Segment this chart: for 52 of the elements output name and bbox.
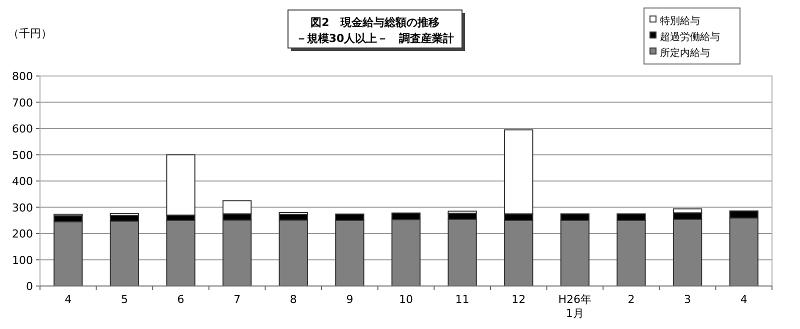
bar xyxy=(729,218,758,286)
y-tick-label: 700 xyxy=(12,96,33,110)
bar xyxy=(335,220,364,286)
bar xyxy=(166,214,196,221)
y-tick-label: 800 xyxy=(12,70,33,83)
x-tick-label: 4 xyxy=(64,293,72,306)
bar xyxy=(560,220,590,286)
bar xyxy=(672,218,702,286)
x-tick-label: 6 xyxy=(177,293,184,306)
x-tick-label: 7 xyxy=(234,293,241,306)
bar xyxy=(54,221,83,286)
bar xyxy=(616,220,646,286)
bar xyxy=(448,210,477,214)
bar xyxy=(504,129,534,214)
bar xyxy=(448,218,477,286)
bar xyxy=(616,213,646,221)
bar xyxy=(278,220,308,286)
legend-label: 超過労働給与 xyxy=(660,31,720,43)
chart-title: 図2 現金給与総額の推移 xyxy=(310,16,440,29)
y-tick-label: 100 xyxy=(12,254,33,267)
legend-label: 所定内給与 xyxy=(660,47,710,59)
bar xyxy=(672,208,702,214)
bar xyxy=(166,220,196,286)
chart-subtitle: －規模30人以上－ 調査産業計 xyxy=(296,32,454,45)
bar xyxy=(166,154,196,216)
bar xyxy=(560,213,590,221)
x-tick-label: 9 xyxy=(346,293,354,306)
bar xyxy=(222,220,252,286)
legend-label: 特別給与 xyxy=(660,15,700,27)
y-axis-title: （千円） xyxy=(8,27,52,40)
x-tick-label: H26年 1月 xyxy=(558,293,592,320)
y-tick-label: 400 xyxy=(12,175,33,188)
bar xyxy=(391,219,421,286)
y-tick-label: 0 xyxy=(26,280,33,293)
x-tick-label: 11 xyxy=(455,293,470,306)
y-tick-label: 300 xyxy=(12,201,33,214)
x-tick-label: 4 xyxy=(740,293,748,306)
bar xyxy=(391,212,421,220)
y-tick-label: 200 xyxy=(12,228,33,240)
y-tick-label: 600 xyxy=(12,122,33,136)
x-tick-label: 10 xyxy=(399,293,413,306)
x-tick-label: 3 xyxy=(684,293,692,306)
x-tick-label: 5 xyxy=(120,293,128,306)
bar xyxy=(729,210,758,219)
bar xyxy=(222,200,252,214)
y-tick-label: 500 xyxy=(12,148,33,162)
bar xyxy=(504,220,534,286)
x-tick-label: 8 xyxy=(290,293,297,306)
bar xyxy=(335,214,364,221)
x-tick-label: 12 xyxy=(512,293,526,306)
bar xyxy=(110,220,140,286)
x-tick-label: 2 xyxy=(628,293,635,306)
